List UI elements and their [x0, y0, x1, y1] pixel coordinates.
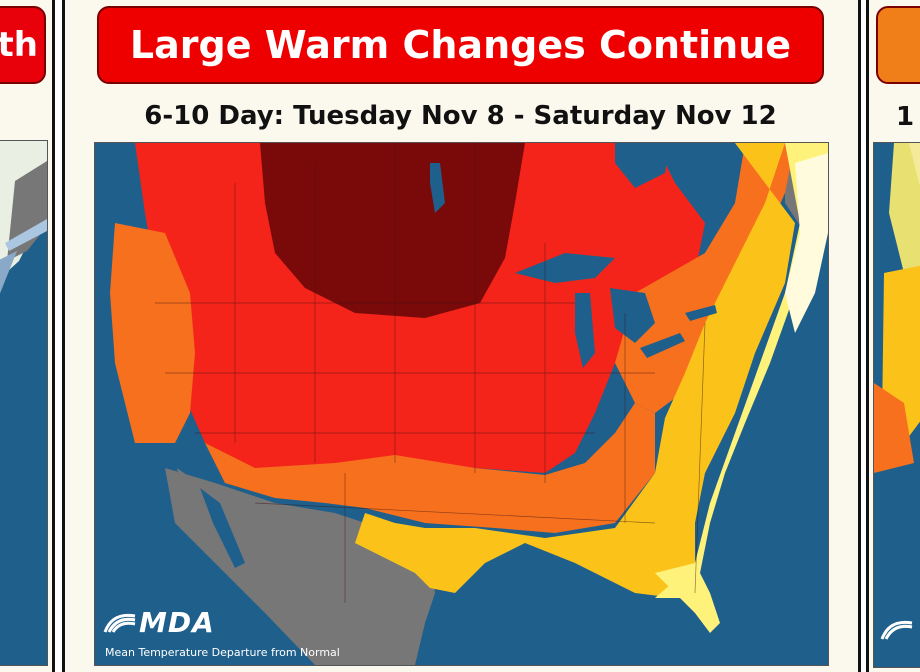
left-panel-title-text: th	[0, 25, 38, 65]
very-much-above-region	[260, 143, 525, 318]
lake-erie	[640, 333, 685, 358]
map-caption: Mean Temperature Departure from Normal	[105, 646, 340, 659]
right-panel-subtitle: 1	[896, 102, 915, 132]
lake-ontario	[685, 305, 717, 321]
lake-superior	[515, 253, 615, 283]
mda-logo-text: MDA	[139, 606, 215, 639]
right-map	[873, 142, 920, 668]
mda-swoosh-icon	[880, 620, 913, 640]
panel-divider-right	[866, 0, 869, 672]
panel-divider-center-left	[62, 0, 65, 672]
panel-divider-center-right	[858, 0, 861, 672]
florida-near-normal	[655, 563, 720, 633]
west-coast-above-region	[110, 223, 195, 443]
mda-swoosh-icon	[103, 613, 136, 633]
center-panel-subtitle: 6-10 Day: Tuesday Nov 8 - Saturday Nov 1…	[144, 101, 777, 131]
lake-michigan	[575, 293, 595, 368]
gulf-of-california	[200, 488, 245, 568]
hudson-bay	[615, 143, 670, 188]
south-above-region	[205, 403, 655, 533]
left-panel-title: th	[0, 6, 46, 84]
temperature-departure-map: MDA Mean Temperature Departure from Norm…	[94, 142, 829, 666]
lake-huron	[610, 288, 655, 343]
slightly-above-region	[355, 143, 795, 598]
right-panel-title	[876, 6, 920, 84]
center-panel-title: Large Warm Changes Continue	[97, 6, 824, 84]
state-boundaries	[155, 143, 706, 603]
mexico-land	[165, 468, 435, 665]
lake-winnipeg	[430, 163, 445, 213]
mda-logo: MDA	[103, 606, 215, 639]
near-normal-region	[785, 153, 828, 333]
center-panel-title-text: Large Warm Changes Continue	[129, 23, 792, 67]
left-map	[0, 140, 48, 666]
panel-divider-left	[52, 0, 55, 672]
right-map-logo	[880, 619, 916, 641]
